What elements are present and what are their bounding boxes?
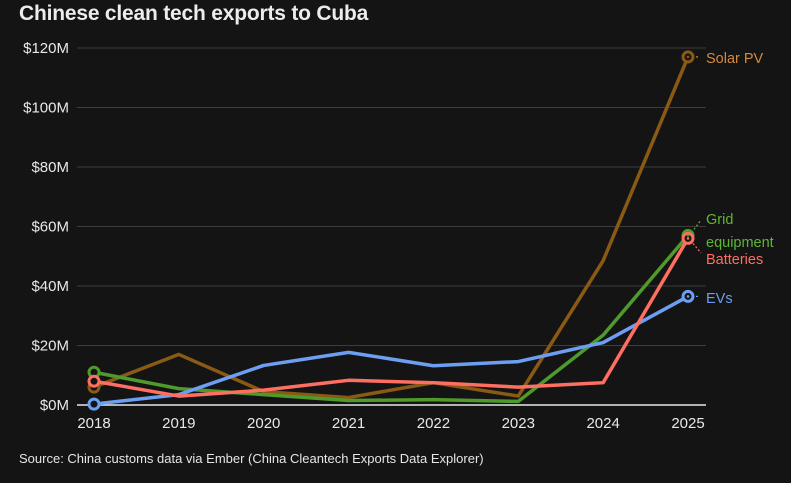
x-tick-label: 2020 [247, 415, 280, 432]
marker-center [686, 234, 690, 237]
series-label-grid-equipment: equipment [706, 235, 774, 251]
marker-center [686, 237, 690, 240]
x-axis-ticks: 2018 2019 2020 2021 2022 2023 2024 2025 [77, 415, 704, 432]
label-leader-batteries [692, 243, 702, 254]
series-line-batteries [92, 236, 690, 398]
x-tick-label: 2023 [502, 415, 535, 432]
y-tick-label: $40M [31, 278, 69, 295]
marker-center [686, 55, 690, 59]
data-point-batteries [87, 374, 101, 388]
data-point-evs [87, 397, 101, 411]
series-lines [87, 50, 695, 411]
chart-title: Chinese clean tech exports to Cuba [19, 2, 369, 25]
label-leader-grid-equipment [693, 219, 702, 230]
x-tick-label: 2022 [417, 415, 450, 432]
series-line-grid-equipment [92, 233, 690, 404]
source-note: Source: China customs data via Ember (Ch… [19, 451, 484, 466]
y-tick-label: $100M [23, 100, 69, 117]
x-tick-label: 2024 [586, 415, 619, 432]
x-tick-label: 2021 [332, 415, 365, 432]
y-axis-ticks: $0M $20M $40M $60M $80M $100M $120M [23, 40, 69, 414]
gridlines [77, 47, 706, 406]
marker-center [686, 295, 690, 298]
x-tick-label: 2018 [77, 415, 110, 432]
series-label-batteries: Batteries [706, 252, 763, 268]
series-label-evs: EVs [706, 291, 733, 307]
series-label-solar-pv: Solar PV [706, 51, 764, 67]
series-line-evs [92, 294, 690, 406]
x-tick-label: 2025 [671, 415, 704, 432]
series-line-solar-pv [92, 55, 690, 400]
x-tick-label: 2019 [162, 415, 195, 432]
y-tick-label: $60M [31, 219, 69, 236]
y-tick-label: $120M [23, 40, 69, 57]
y-tick-label: $20M [31, 338, 69, 355]
series-label-grid-equipment: Grid [706, 212, 733, 228]
y-tick-label: $0M [40, 397, 69, 414]
y-tick-label: $80M [31, 159, 69, 176]
